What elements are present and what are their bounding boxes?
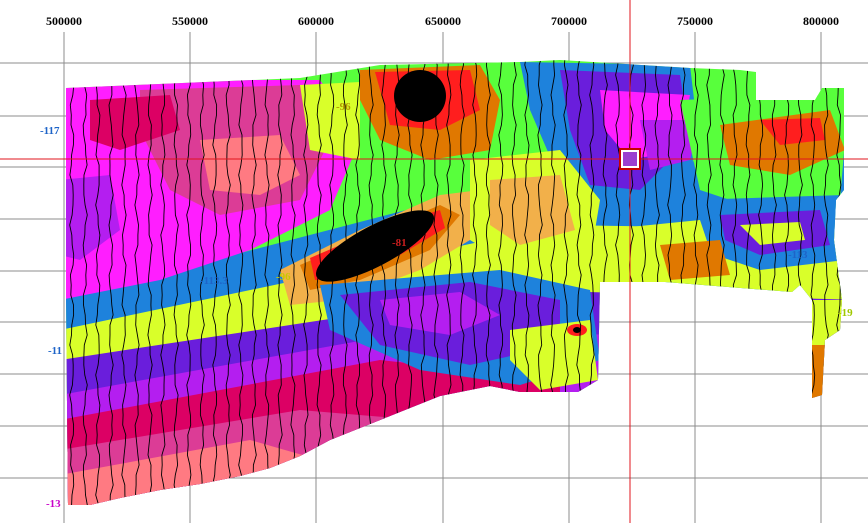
selected-point-marker[interactable] [619,148,641,170]
survey-track-line [82,60,88,505]
survey-track-line [147,60,153,505]
survey-track-line [225,60,231,505]
survey-track-line [134,60,140,505]
contour-value-labels: -117 -96 -81 -96 -113.3 -11 -113 -19 -13 [40,101,853,510]
contour-value-label: -11 [48,345,62,357]
survey-track-line [186,60,192,505]
x-tick-label: 650000 [425,14,461,28]
survey-track-line [264,60,270,505]
survey-track-line [121,60,127,505]
x-tick-label: 700000 [551,14,587,28]
survey-track-line [160,60,166,505]
x-tick-label: 800000 [803,14,839,28]
contour-value-label: -19 [838,307,853,319]
survey-track-line [95,60,101,505]
x-tick-label: 550000 [172,14,208,28]
x-tick-label: 750000 [677,14,713,28]
x-tick-label: 600000 [298,14,334,28]
survey-coverage [66,60,844,505]
survey-track-line [199,60,205,505]
survey-track-line [238,60,244,505]
survey-track-line [316,60,322,505]
survey-track-line [290,60,296,505]
contour-value-label: -117 [40,125,60,137]
contour-value-label: -113 [788,249,808,261]
contour-value-label: -96 [276,271,291,283]
survey-track-line [329,60,335,505]
contour-value-label: -13 [46,498,61,510]
contour-value-label: -81 [392,237,407,249]
contour-value-label: -96 [336,101,351,113]
x-axis-labels: 500000 550000 600000 650000 700000 75000… [46,14,839,28]
x-tick-label: 500000 [46,14,82,28]
survey-track-line [173,60,179,505]
survey-track-line [212,60,218,505]
survey-track-line [108,60,114,505]
survey-track-line [277,60,283,505]
contour-value-label: -113.3 [200,275,228,287]
survey-track-line [303,60,309,505]
survey-track-line [69,60,75,505]
survey-track-line [251,60,257,505]
